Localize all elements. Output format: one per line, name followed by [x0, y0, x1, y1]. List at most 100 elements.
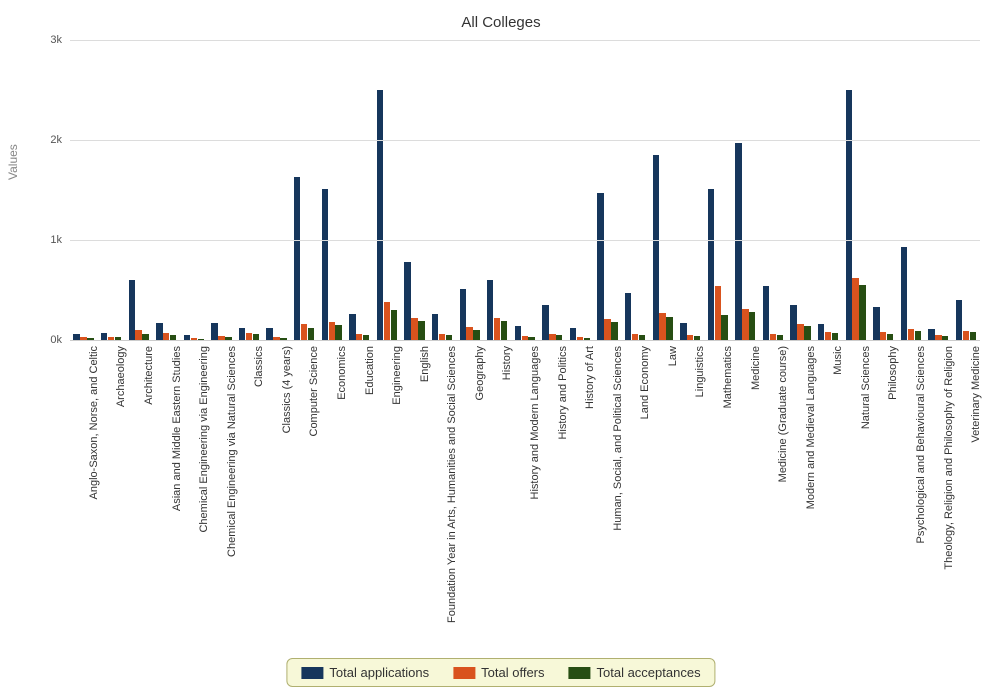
bar-applications[interactable] — [460, 289, 466, 340]
bar-acceptances[interactable] — [363, 335, 369, 340]
bar-applications[interactable] — [735, 143, 741, 340]
bar-applications[interactable] — [73, 334, 79, 340]
bar-acceptances[interactable] — [832, 333, 838, 340]
bar-offers[interactable] — [880, 332, 886, 340]
bar-acceptances[interactable] — [584, 338, 590, 341]
bar-offers[interactable] — [329, 322, 335, 340]
legend-item[interactable]: Total applications — [301, 665, 429, 680]
bar-acceptances[interactable] — [639, 335, 645, 340]
bar-applications[interactable] — [515, 326, 521, 340]
bar-acceptances[interactable] — [87, 338, 93, 341]
bar-acceptances[interactable] — [804, 326, 810, 340]
bar-offers[interactable] — [797, 324, 803, 340]
bar-offers[interactable] — [632, 334, 638, 340]
bar-applications[interactable] — [680, 323, 686, 340]
bar-offers[interactable] — [411, 318, 417, 340]
bar-offers[interactable] — [908, 329, 914, 340]
bar-applications[interactable] — [708, 189, 714, 340]
bar-applications[interactable] — [956, 300, 962, 340]
bar-acceptances[interactable] — [915, 331, 921, 340]
bar-acceptances[interactable] — [142, 334, 148, 340]
bar-acceptances[interactable] — [170, 335, 176, 340]
bar-acceptances[interactable] — [942, 336, 948, 341]
bar-acceptances[interactable] — [721, 315, 727, 340]
bar-acceptances[interactable] — [391, 310, 397, 340]
bar-offers[interactable] — [494, 318, 500, 340]
bar-applications[interactable] — [487, 280, 493, 340]
bar-applications[interactable] — [653, 155, 659, 340]
bar-acceptances[interactable] — [335, 325, 341, 340]
bar-applications[interactable] — [542, 305, 548, 340]
bar-offers[interactable] — [135, 330, 141, 340]
bar-applications[interactable] — [846, 90, 852, 340]
bar-offers[interactable] — [659, 313, 665, 340]
bar-offers[interactable] — [522, 336, 528, 340]
bar-offers[interactable] — [466, 327, 472, 340]
bar-applications[interactable] — [101, 333, 107, 340]
bar-applications[interactable] — [928, 329, 934, 340]
bar-applications[interactable] — [432, 314, 438, 340]
bar-offers[interactable] — [935, 335, 941, 340]
bar-acceptances[interactable] — [694, 336, 700, 340]
bar-offers[interactable] — [963, 331, 969, 340]
bar-offers[interactable] — [577, 337, 583, 340]
legend-item[interactable]: Total offers — [453, 665, 544, 680]
bar-applications[interactable] — [211, 323, 217, 340]
bar-offers[interactable] — [715, 286, 721, 340]
bar-acceptances[interactable] — [777, 335, 783, 340]
bar-applications[interactable] — [377, 90, 383, 340]
bar-applications[interactable] — [790, 305, 796, 340]
bar-applications[interactable] — [404, 262, 410, 340]
bar-applications[interactable] — [294, 177, 300, 340]
bar-acceptances[interactable] — [666, 317, 672, 340]
bar-acceptances[interactable] — [308, 328, 314, 340]
bar-acceptances[interactable] — [501, 321, 507, 340]
bar-offers[interactable] — [687, 335, 693, 340]
bar-acceptances[interactable] — [198, 339, 204, 341]
legend-item[interactable]: Total acceptances — [569, 665, 701, 680]
bar-acceptances[interactable] — [446, 335, 452, 340]
bar-applications[interactable] — [239, 328, 245, 340]
bar-applications[interactable] — [873, 307, 879, 340]
bar-acceptances[interactable] — [859, 285, 865, 340]
bar-applications[interactable] — [901, 247, 907, 340]
bar-offers[interactable] — [549, 334, 555, 340]
bar-applications[interactable] — [156, 323, 162, 340]
bar-acceptances[interactable] — [970, 332, 976, 340]
bar-acceptances[interactable] — [280, 338, 286, 341]
bar-acceptances[interactable] — [556, 335, 562, 340]
bar-offers[interactable] — [108, 337, 114, 341]
bar-offers[interactable] — [273, 337, 279, 340]
bar-acceptances[interactable] — [749, 312, 755, 340]
bar-applications[interactable] — [570, 328, 576, 340]
bar-applications[interactable] — [129, 280, 135, 340]
bar-offers[interactable] — [356, 334, 362, 340]
bar-offers[interactable] — [770, 334, 776, 340]
bar-offers[interactable] — [384, 302, 390, 340]
bar-applications[interactable] — [322, 189, 328, 340]
bar-offers[interactable] — [191, 338, 197, 340]
bar-offers[interactable] — [80, 337, 86, 340]
bar-offers[interactable] — [246, 333, 252, 340]
bar-acceptances[interactable] — [253, 334, 259, 340]
bar-applications[interactable] — [184, 335, 190, 340]
bar-offers[interactable] — [742, 309, 748, 340]
bar-acceptances[interactable] — [611, 322, 617, 340]
bar-offers[interactable] — [163, 333, 169, 340]
bar-acceptances[interactable] — [418, 321, 424, 340]
bar-applications[interactable] — [349, 314, 355, 340]
bar-offers[interactable] — [301, 324, 307, 340]
bar-offers[interactable] — [218, 336, 224, 340]
bar-acceptances[interactable] — [473, 330, 479, 340]
bar-applications[interactable] — [763, 286, 769, 340]
bar-offers[interactable] — [604, 319, 610, 340]
bar-acceptances[interactable] — [887, 334, 893, 340]
bar-acceptances[interactable] — [115, 337, 121, 340]
bar-offers[interactable] — [825, 332, 831, 340]
bar-offers[interactable] — [439, 334, 445, 340]
bar-applications[interactable] — [818, 324, 824, 340]
bar-offers[interactable] — [852, 278, 858, 340]
bar-acceptances[interactable] — [225, 337, 231, 340]
bar-applications[interactable] — [625, 293, 631, 340]
bar-acceptances[interactable] — [528, 337, 534, 341]
